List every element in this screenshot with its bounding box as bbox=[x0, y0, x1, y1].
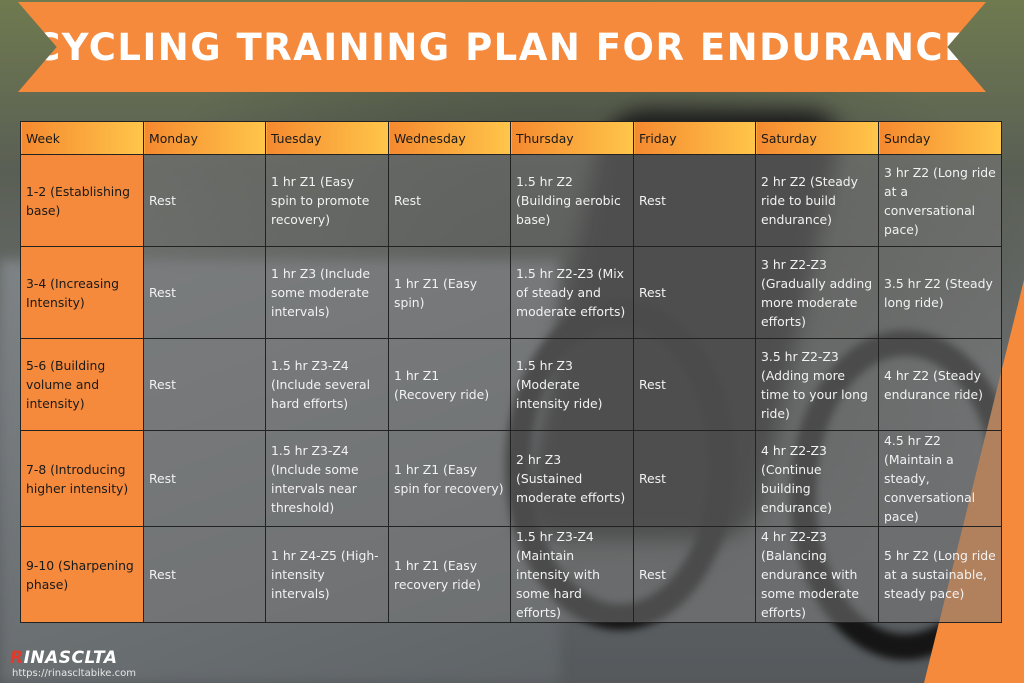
week-cell: 5-6 (Building volume and intensity) bbox=[20, 338, 144, 431]
site-url[interactable]: https://rinascltabike.com bbox=[12, 668, 136, 679]
week-cell: 7-8 (Introducing higher intensity) bbox=[20, 430, 144, 527]
tuesday-cell: 1 hr Z1 (Easy spin to promote recovery) bbox=[265, 154, 389, 247]
table-row: 5-6 (Building volume and intensity) Rest… bbox=[20, 338, 1002, 431]
week-cell: 3-4 (Increasing Intensity) bbox=[20, 246, 144, 339]
table-row: 9-10 (Sharpening phase) Rest 1 hr Z4-Z5 … bbox=[20, 526, 1002, 623]
training-plan-table: Week Monday Tuesday Wednesday Thursday F… bbox=[20, 121, 1002, 623]
week-cell: 9-10 (Sharpening phase) bbox=[20, 526, 144, 623]
saturday-cell: 2 hr Z2 (Steady ride to build endurance) bbox=[755, 154, 879, 247]
monday-cell: Rest bbox=[143, 430, 266, 527]
monday-cell: Rest bbox=[143, 526, 266, 623]
sunday-cell: 5 hr Z2 (Long ride at a sustainable, ste… bbox=[878, 526, 1002, 623]
table-row: 1-2 (Establishing base) Rest 1 hr Z1 (Ea… bbox=[20, 154, 1002, 247]
table-row: 7-8 (Introducing higher intensity) Rest … bbox=[20, 430, 1002, 527]
thursday-cell: 1.5 hr Z2 (Building aerobic base) bbox=[510, 154, 634, 247]
wednesday-cell: Rest bbox=[388, 154, 511, 247]
friday-cell: Rest bbox=[633, 154, 756, 247]
column-header-friday: Friday bbox=[633, 121, 756, 155]
friday-cell: Rest bbox=[633, 338, 756, 431]
saturday-cell: 3.5 hr Z2-Z3 (Adding more time to your l… bbox=[755, 338, 879, 431]
column-header-thursday: Thursday bbox=[510, 121, 634, 155]
column-header-week: Week bbox=[20, 121, 144, 155]
column-header-saturday: Saturday bbox=[755, 121, 879, 155]
brand-logo: RINASCLTA bbox=[10, 648, 117, 668]
column-header-tuesday: Tuesday bbox=[265, 121, 389, 155]
wednesday-cell: 1 hr Z1 (Easy spin for recovery) bbox=[388, 430, 511, 527]
friday-cell: Rest bbox=[633, 526, 756, 623]
logo-text: RINASCLTA bbox=[10, 648, 118, 668]
week-cell: 1-2 (Establishing base) bbox=[20, 154, 144, 247]
column-header-monday: Monday bbox=[143, 121, 266, 155]
tuesday-cell: 1 hr Z3 (Include some moderate intervals… bbox=[265, 246, 389, 339]
thursday-cell: 1.5 hr Z2-Z3 (Mix of steady and moderate… bbox=[510, 246, 634, 339]
sunday-cell: 4.5 hr Z2 (Maintain a steady, conversati… bbox=[878, 430, 1002, 527]
column-header-sunday: Sunday bbox=[878, 121, 1002, 155]
wednesday-cell: 1 hr Z1 (Recovery ride) bbox=[388, 338, 511, 431]
wednesday-cell: 1 hr Z1 (Easy spin) bbox=[388, 246, 511, 339]
page-title: CYCLING TRAINING PLAN FOR ENDURANCE bbox=[33, 25, 971, 69]
table-header-row: Week Monday Tuesday Wednesday Thursday F… bbox=[20, 121, 1002, 155]
monday-cell: Rest bbox=[143, 154, 266, 247]
table-row: 3-4 (Increasing Intensity) Rest 1 hr Z3 … bbox=[20, 246, 1002, 339]
monday-cell: Rest bbox=[143, 246, 266, 339]
sunday-cell: 3.5 hr Z2 (Steady long ride) bbox=[878, 246, 1002, 339]
tuesday-cell: 1 hr Z4-Z5 (High-intensity intervals) bbox=[265, 526, 389, 623]
saturday-cell: 4 hr Z2-Z3 (Balancing endurance with som… bbox=[755, 526, 879, 623]
tuesday-cell: 1.5 hr Z3-Z4 (Include some intervals nea… bbox=[265, 430, 389, 527]
thursday-cell: 1.5 hr Z3-Z4 (Maintain intensity with so… bbox=[510, 526, 634, 623]
friday-cell: Rest bbox=[633, 430, 756, 527]
sunday-cell: 4 hr Z2 (Steady endurance ride) bbox=[878, 338, 1002, 431]
thursday-cell: 2 hr Z3 (Sustained moderate efforts) bbox=[510, 430, 634, 527]
wednesday-cell: 1 hr Z1 (Easy recovery ride) bbox=[388, 526, 511, 623]
tuesday-cell: 1.5 hr Z3-Z4 (Include several hard effor… bbox=[265, 338, 389, 431]
column-header-wednesday: Wednesday bbox=[388, 121, 511, 155]
saturday-cell: 3 hr Z2-Z3 (Gradually adding more modera… bbox=[755, 246, 879, 339]
thursday-cell: 1.5 hr Z3 (Moderate intensity ride) bbox=[510, 338, 634, 431]
saturday-cell: 4 hr Z2-Z3 (Continue building endurance) bbox=[755, 430, 879, 527]
monday-cell: Rest bbox=[143, 338, 266, 431]
sunday-cell: 3 hr Z2 (Long ride at a conversational p… bbox=[878, 154, 1002, 247]
title-banner: CYCLING TRAINING PLAN FOR ENDURANCE bbox=[18, 2, 986, 92]
friday-cell: Rest bbox=[633, 246, 756, 339]
